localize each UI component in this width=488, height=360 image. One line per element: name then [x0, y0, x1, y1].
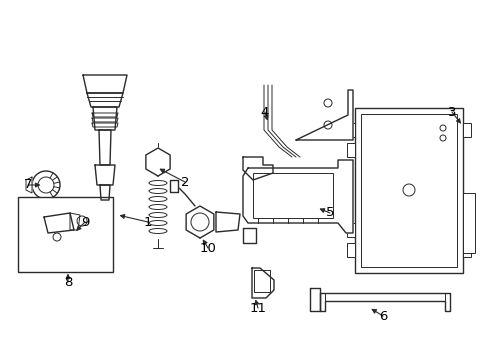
- Polygon shape: [309, 288, 319, 311]
- Bar: [360, 114, 456, 267]
- Polygon shape: [99, 130, 111, 165]
- Circle shape: [439, 135, 445, 141]
- Polygon shape: [92, 123, 118, 127]
- Bar: [354, 108, 462, 273]
- Circle shape: [53, 233, 61, 241]
- Polygon shape: [44, 213, 74, 233]
- Text: 3: 3: [447, 105, 455, 118]
- Text: 7: 7: [24, 179, 32, 192]
- Bar: [252, 173, 332, 218]
- Polygon shape: [243, 228, 256, 243]
- Polygon shape: [170, 180, 178, 192]
- Circle shape: [402, 184, 414, 196]
- Text: 1: 1: [143, 216, 152, 229]
- Polygon shape: [92, 118, 118, 122]
- Polygon shape: [26, 177, 32, 193]
- Polygon shape: [216, 212, 240, 232]
- Circle shape: [324, 121, 331, 129]
- Polygon shape: [70, 213, 80, 230]
- Polygon shape: [319, 293, 449, 311]
- Polygon shape: [93, 107, 117, 130]
- Text: 2: 2: [181, 175, 189, 189]
- Bar: [346, 223, 354, 237]
- Circle shape: [439, 125, 445, 131]
- Text: 10: 10: [199, 242, 216, 255]
- Bar: [18, 197, 113, 272]
- Bar: [346, 243, 354, 257]
- Bar: [346, 143, 354, 157]
- Polygon shape: [92, 113, 118, 117]
- Bar: [325, 293, 444, 301]
- Polygon shape: [100, 185, 110, 200]
- Polygon shape: [145, 148, 170, 176]
- Text: 9: 9: [81, 216, 89, 229]
- Polygon shape: [295, 90, 352, 140]
- Text: 4: 4: [260, 105, 268, 118]
- Text: 5: 5: [325, 207, 334, 220]
- Polygon shape: [243, 160, 352, 233]
- Circle shape: [191, 213, 208, 231]
- Polygon shape: [243, 157, 272, 180]
- Polygon shape: [83, 75, 127, 93]
- Bar: [462, 193, 474, 253]
- Circle shape: [324, 99, 331, 107]
- Bar: [462, 123, 470, 137]
- Polygon shape: [251, 268, 273, 298]
- Polygon shape: [87, 93, 123, 107]
- Text: 11: 11: [249, 302, 266, 315]
- Bar: [462, 243, 470, 257]
- Text: 6: 6: [378, 310, 386, 323]
- Bar: [346, 123, 354, 137]
- Polygon shape: [186, 206, 213, 238]
- Polygon shape: [95, 165, 115, 185]
- Bar: [253, 270, 269, 292]
- Circle shape: [77, 216, 87, 226]
- Circle shape: [38, 177, 54, 193]
- Text: 8: 8: [63, 275, 72, 288]
- Circle shape: [32, 171, 60, 199]
